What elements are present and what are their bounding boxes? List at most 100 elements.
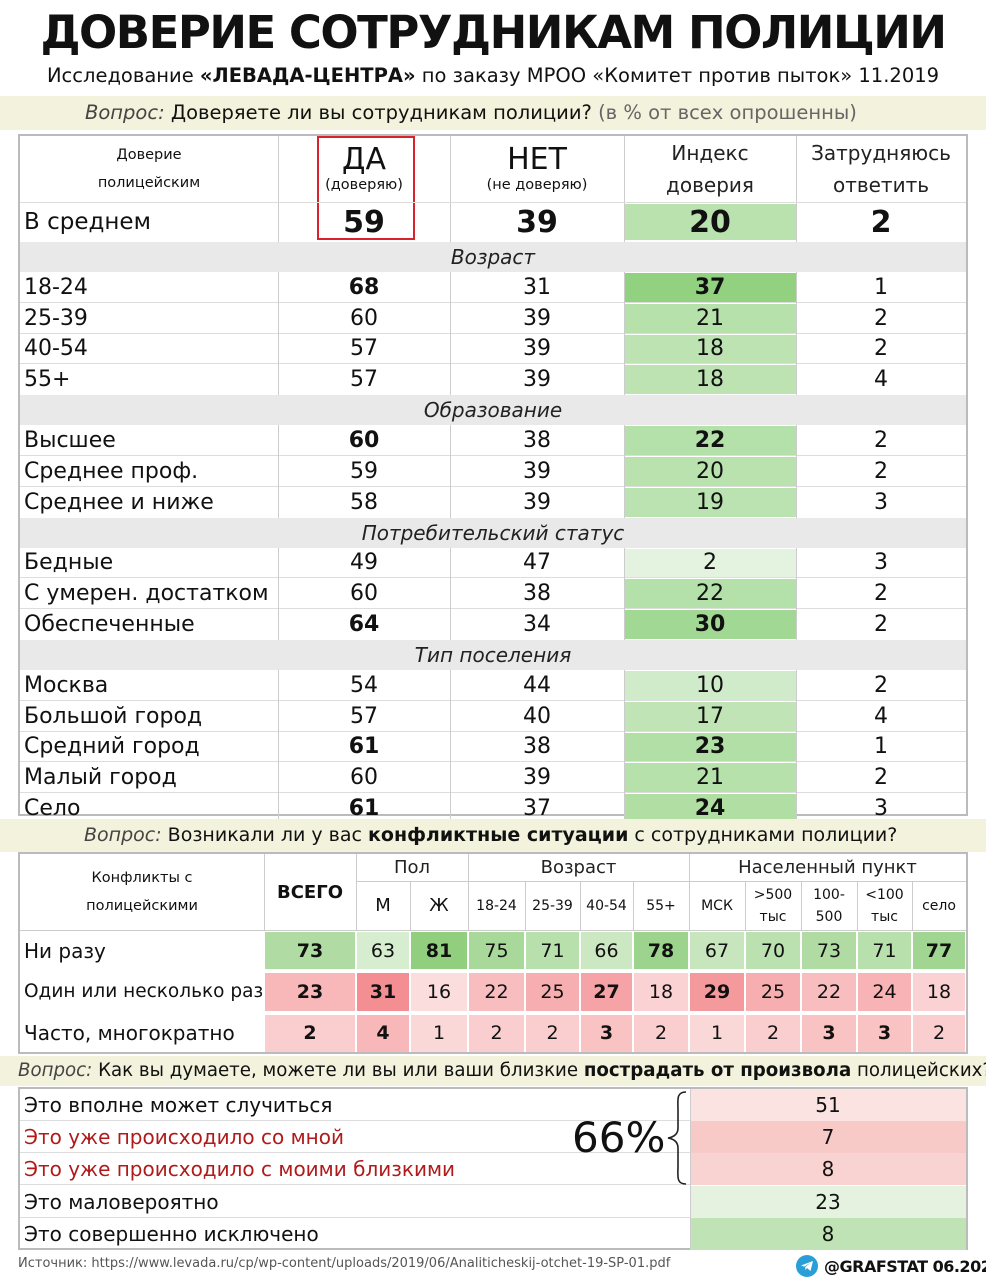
curly-brace <box>667 1091 687 1185</box>
table-row: Высшее 60 38 22 2 <box>20 425 966 456</box>
column-divider <box>580 882 581 930</box>
conflict-cell: 4 <box>357 1014 409 1052</box>
conflict-cell: 1 <box>411 1014 467 1052</box>
row-label: 55+ <box>24 367 71 393</box>
conflicts-table: Конфликты с полицейскими ВСЕГО Пол Возраст На… <box>18 852 968 1054</box>
brand: @GRAFSTAT 06.2020 <box>796 1253 986 1279</box>
column-header: >500 тыс <box>745 882 801 930</box>
question-arbitrariness: Вопрос: Как вы думаете, можете ли вы или… <box>0 1056 986 1086</box>
value-index: 19 <box>624 487 796 517</box>
value-hard: 2 <box>874 305 888 331</box>
column-header-line: Ж <box>429 895 449 916</box>
column-divider <box>450 547 451 640</box>
value-index: 37 <box>624 273 796 302</box>
conflict-cell: 29 <box>690 973 744 1011</box>
arbitrariness-value: 23 <box>690 1185 966 1218</box>
total-66-label: 66% <box>572 1113 666 1162</box>
column-divider <box>624 547 625 640</box>
row-divider <box>20 761 966 763</box>
row-label: Большой город <box>24 703 203 729</box>
column-divider <box>468 854 469 930</box>
row-divider <box>20 577 966 579</box>
value-no: 44 <box>523 672 551 698</box>
value-yes: 61 <box>348 734 380 760</box>
column-divider <box>796 272 797 396</box>
column-divider <box>796 547 797 640</box>
arbitrariness-label: Это уже происходило с моими близкими <box>24 1157 456 1182</box>
conflict-cell: 16 <box>411 973 467 1011</box>
value-yes: 57 <box>350 703 378 729</box>
column-divider <box>356 854 357 930</box>
table-row: Село 61 37 24 3 <box>20 793 966 824</box>
table-row: С умерен. достатком 60 38 22 2 <box>20 578 966 609</box>
row-divider <box>20 455 966 456</box>
value-hard: 2 <box>874 672 888 698</box>
footer: Источник: https://www.levada.ru/cp/wp-co… <box>0 1252 986 1280</box>
arbitrariness-table: Это вполне может случиться 51 Это уже прои… <box>18 1087 968 1250</box>
column-divider <box>410 882 411 930</box>
table-row: 40-54 57 39 18 2 <box>20 334 966 365</box>
conflict-cell: 3 <box>858 1014 911 1052</box>
section-title: Образование <box>20 395 966 426</box>
column-header-line: МСК <box>701 898 733 914</box>
row-label: Москва <box>24 672 109 698</box>
conflict-cell: 3 <box>581 1014 632 1052</box>
conflict-cell: 75 <box>469 932 524 970</box>
page-title: ДОВЕРИЕ СОТРУДНИКАМ ПОЛИЦИИ <box>40 6 947 59</box>
column-divider <box>624 272 625 396</box>
conflict-row-label: Ни разу <box>24 938 106 963</box>
row-divider <box>20 608 966 610</box>
value-no: 31 <box>523 274 551 300</box>
brand-label: @GRAFSTAT 06.2020 <box>824 1256 986 1276</box>
value-yes: 64 <box>348 612 380 638</box>
arbitrariness-label: Это уже происходило со мной <box>24 1125 344 1150</box>
value-yes: 58 <box>350 489 378 515</box>
conflict-cell: 71 <box>858 932 911 970</box>
value-yes: 59 <box>350 458 378 484</box>
conflict-total-cell: 23 <box>265 973 355 1011</box>
row-divider <box>20 730 966 732</box>
value-yes: 49 <box>350 550 378 576</box>
header-yes: ДА (доверяю) <box>325 142 403 194</box>
conflict-total-cell: 73 <box>265 932 355 970</box>
source-link[interactable]: Источник: https://www.levada.ru/cp/wp-co… <box>18 1256 671 1271</box>
column-divider <box>450 272 451 396</box>
column-divider <box>278 547 279 640</box>
column-divider <box>450 425 451 518</box>
header-hard: Затрудняюсь ответить <box>811 141 951 197</box>
row-divider <box>20 930 966 931</box>
average-no: 39 <box>516 204 558 240</box>
value-index: 20 <box>624 457 796 486</box>
value-index: 21 <box>624 303 796 333</box>
column-header-line: 25-39 <box>532 898 573 914</box>
column-header: 25-39 <box>525 882 580 930</box>
header-no: НЕТ (не доверяю) <box>486 142 588 194</box>
corner-line: Конфликты с <box>91 870 193 886</box>
conflict-cell: 18 <box>913 973 965 1011</box>
value-index: 22 <box>624 426 796 455</box>
row-label: Среднее и ниже <box>24 489 214 515</box>
column-divider <box>624 670 625 824</box>
table-row: 55+ 57 39 18 4 <box>20 364 966 395</box>
average-label: В среднем <box>24 209 151 235</box>
row-label: Обеспеченные <box>24 612 195 638</box>
row-label: Бедные <box>24 550 114 576</box>
value-hard: 1 <box>874 734 888 760</box>
section-title: Тип поселения <box>20 640 966 670</box>
value-index: 21 <box>624 763 796 793</box>
column-divider <box>912 882 913 930</box>
row-label: 40-54 <box>24 336 88 362</box>
row-divider <box>20 301 966 303</box>
value-no: 39 <box>523 367 551 393</box>
value-no: 39 <box>523 305 551 331</box>
column-header-line: <100 <box>865 887 904 903</box>
arbitrariness-value: 51 <box>690 1089 966 1121</box>
row-label: Средний город <box>24 734 200 760</box>
trust-average-row: В среднем 59 39 20 2 <box>20 202 966 242</box>
value-yes: 60 <box>350 581 378 607</box>
row-divider <box>20 699 966 701</box>
conflict-cell: 63 <box>357 932 409 970</box>
conflict-cell: 27 <box>581 973 632 1011</box>
conflict-cell: 25 <box>526 973 579 1011</box>
value-no: 38 <box>523 428 551 454</box>
